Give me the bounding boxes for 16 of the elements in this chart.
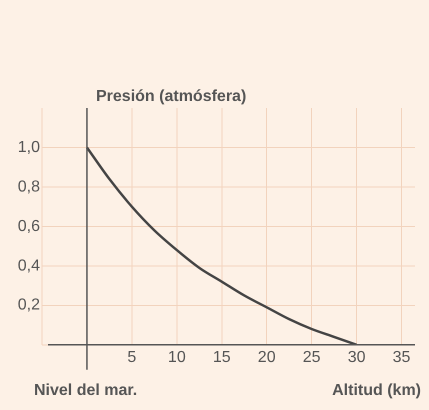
y-tick-label: 0,8 <box>18 178 40 196</box>
line-series <box>86 146 358 345</box>
x-tick-label: 15 <box>212 348 231 366</box>
y-tick-label: 1,0 <box>18 138 40 156</box>
text: Nivel del mar. <box>34 382 138 400</box>
y-tick-label: 0,6 <box>18 218 40 235</box>
x-tick-label: 35 <box>392 348 411 366</box>
x-tick-label: 30 <box>348 348 366 366</box>
x-tick-label: 5 <box>127 348 136 366</box>
y-tick-label: 0,2 <box>18 296 40 314</box>
x-tick-label: 20 <box>258 348 276 366</box>
x-axis-title: Altitud (km) <box>332 382 421 400</box>
x-tick-label: 10 <box>168 348 186 366</box>
y-axis-title: Presión (atmósfera) <box>96 88 246 106</box>
x-tick-label: 25 <box>302 348 321 366</box>
y-tick-label: 0,4 <box>18 257 40 274</box>
